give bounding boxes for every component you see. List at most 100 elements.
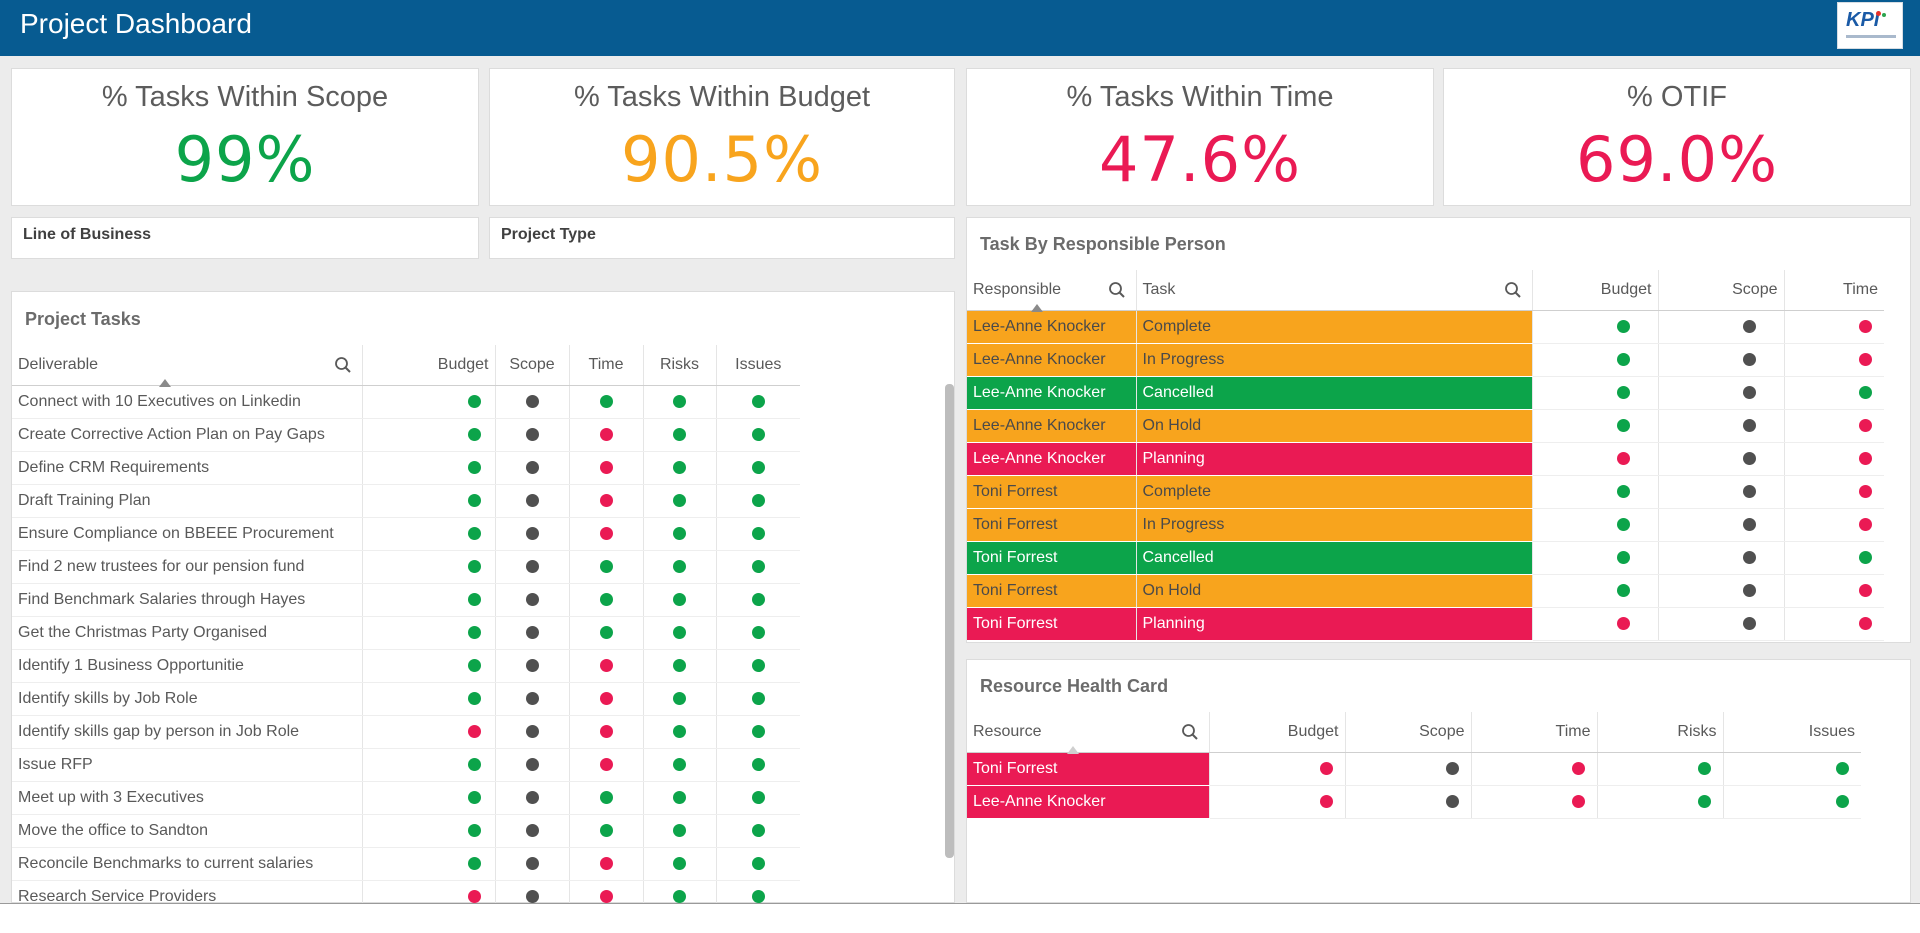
table-row[interactable]: Toni Forrest	[967, 752, 1861, 786]
search-icon[interactable]	[1181, 723, 1199, 741]
responsible-cell[interactable]: Lee-Anne Knocker	[967, 442, 1136, 476]
column-header-responsible[interactable]: Responsible	[967, 270, 1136, 312]
table-row[interactable]: Lee-Anne Knocker In Progress	[967, 343, 1884, 377]
column-header-risks[interactable]: Risks	[1596, 712, 1723, 753]
deliverable-cell[interactable]: Create Corrective Action Plan on Pay Gap…	[12, 418, 362, 452]
responsible-cell[interactable]: Toni Forrest	[967, 574, 1136, 608]
task-status-cell[interactable]: Cancelled	[1135, 376, 1532, 410]
task-status-cell[interactable]: In Progress	[1135, 343, 1532, 377]
table-row[interactable]: Lee-Anne Knocker Complete	[967, 310, 1884, 344]
column-header-scope[interactable]: Scope	[1344, 712, 1471, 753]
table-row[interactable]: Identify 1 Business Opportunitie	[12, 649, 800, 683]
deliverable-cell[interactable]: Get the Christmas Party Organised	[12, 616, 362, 650]
deliverable-cell[interactable]: Identify skills by Job Role	[12, 682, 362, 716]
resource-cell[interactable]: Toni Forrest	[967, 752, 1209, 786]
column-header-task[interactable]: Task	[1135, 270, 1532, 311]
table-row[interactable]: Meet up with 3 Executives	[12, 781, 800, 815]
column-header-issues[interactable]: Issues	[1722, 712, 1861, 753]
kpi-card-time[interactable]: % Tasks Within Time 47.6%	[966, 68, 1434, 206]
deliverable-cell[interactable]: Issue RFP	[12, 748, 362, 782]
column-header-deliverable[interactable]: Deliverable	[12, 345, 362, 387]
table-row[interactable]: Identify skills by Job Role	[12, 682, 800, 716]
table-row[interactable]: Lee-Anne Knocker Cancelled	[967, 376, 1884, 410]
deliverable-cell[interactable]: Reconcile Benchmarks to current salaries	[12, 847, 362, 881]
deliverable-cell[interactable]: Find 2 new trustees for our pension fund	[12, 550, 362, 584]
column-header-time[interactable]: Time	[568, 345, 643, 386]
status-dot-red	[599, 889, 613, 903]
table-row[interactable]: Ensure Compliance on BBEEE Procurement	[12, 517, 800, 551]
responsible-cell[interactable]: Toni Forrest	[967, 475, 1136, 509]
responsible-cell[interactable]: Lee-Anne Knocker	[967, 409, 1136, 443]
column-header-scope[interactable]: Scope	[494, 345, 569, 386]
table-row[interactable]: Lee-Anne Knocker	[967, 785, 1861, 819]
deliverable-cell[interactable]: Move the office to Sandton	[12, 814, 362, 848]
kpi-card-budget[interactable]: % Tasks Within Budget 90.5%	[489, 68, 955, 206]
table-row[interactable]: Connect with 10 Executives on Linkedin	[12, 385, 800, 419]
scrollbar-thumb[interactable]	[945, 384, 954, 858]
table-row[interactable]: Define CRM Requirements	[12, 451, 800, 485]
sort-ascending-icon[interactable]	[1067, 745, 1079, 754]
responsible-cell[interactable]: Lee-Anne Knocker	[967, 376, 1136, 410]
deliverable-cell[interactable]: Meet up with 3 Executives	[12, 781, 362, 815]
column-header-budget[interactable]: Budget	[1531, 270, 1658, 311]
responsible-cell[interactable]: Toni Forrest	[967, 541, 1136, 575]
table-row[interactable]: Toni Forrest In Progress	[967, 508, 1884, 542]
responsible-cell[interactable]: Toni Forrest	[967, 607, 1136, 641]
responsible-cell[interactable]: Lee-Anne Knocker	[967, 310, 1136, 344]
project-tasks-table: Deliverable Budget Scope Time Risks Issu…	[12, 345, 800, 914]
deliverable-cell[interactable]: Connect with 10 Executives on Linkedin	[12, 385, 362, 419]
deliverable-cell[interactable]: Find Benchmark Salaries through Hayes	[12, 583, 362, 617]
sort-ascending-icon[interactable]	[1031, 303, 1043, 312]
task-status-cell[interactable]: On Hold	[1135, 574, 1532, 608]
responsible-cell[interactable]: Toni Forrest	[967, 508, 1136, 542]
column-header-issues[interactable]: Issues	[715, 345, 800, 386]
deliverable-cell[interactable]: Draft Training Plan	[12, 484, 362, 518]
filter-line-of-business[interactable]: Line of Business	[11, 217, 479, 259]
sort-ascending-icon[interactable]	[159, 378, 171, 387]
column-header-risks[interactable]: Risks	[642, 345, 716, 386]
deliverable-cell[interactable]: Ensure Compliance on BBEEE Procurement	[12, 517, 362, 551]
search-icon[interactable]	[334, 356, 352, 374]
kpi-card-scope[interactable]: % Tasks Within Scope 99%	[11, 68, 479, 206]
table-row[interactable]: Reconcile Benchmarks to current salaries	[12, 847, 800, 881]
table-row[interactable]: Lee-Anne Knocker On Hold	[967, 409, 1884, 443]
table-row[interactable]: Find Benchmark Salaries through Hayes	[12, 583, 800, 617]
table-row[interactable]: Lee-Anne Knocker Planning	[967, 442, 1884, 476]
deliverable-cell[interactable]: Define CRM Requirements	[12, 451, 362, 485]
filter-project-type[interactable]: Project Type	[489, 217, 955, 259]
table-row[interactable]: Toni Forrest On Hold	[967, 574, 1884, 608]
table-row[interactable]: Identify skills gap by person in Job Rol…	[12, 715, 800, 749]
task-status-cell[interactable]: In Progress	[1135, 508, 1532, 542]
task-status-cell[interactable]: Cancelled	[1135, 541, 1532, 575]
table-row[interactable]: Create Corrective Action Plan on Pay Gap…	[12, 418, 800, 452]
search-icon[interactable]	[1504, 281, 1522, 299]
resource-cell[interactable]: Lee-Anne Knocker	[967, 785, 1209, 819]
table-row[interactable]: Get the Christmas Party Organised	[12, 616, 800, 650]
table-row[interactable]: Find 2 new trustees for our pension fund	[12, 550, 800, 584]
table-row[interactable]: Toni Forrest Planning	[967, 607, 1884, 641]
project-tasks-scrollbar[interactable]	[945, 384, 954, 904]
task-status-cell[interactable]: Planning	[1135, 442, 1532, 476]
deliverable-cell[interactable]: Identify 1 Business Opportunitie	[12, 649, 362, 683]
table-row[interactable]: Issue RFP	[12, 748, 800, 782]
search-icon[interactable]	[1108, 281, 1126, 299]
task-status-cell[interactable]: Complete	[1135, 475, 1532, 509]
column-header-scope[interactable]: Scope	[1657, 270, 1784, 311]
column-header-time[interactable]: Time	[1470, 712, 1597, 753]
task-status-cell[interactable]: Complete	[1135, 310, 1532, 344]
column-header-time[interactable]: Time	[1783, 270, 1884, 311]
table-row[interactable]: Move the office to Sandton	[12, 814, 800, 848]
deliverable-cell[interactable]: Identify skills gap by person in Job Rol…	[12, 715, 362, 749]
table-row[interactable]: Toni Forrest Complete	[967, 475, 1884, 509]
responsible-cell[interactable]: Lee-Anne Knocker	[967, 343, 1136, 377]
kpi-card-otif[interactable]: % OTIF 69.0%	[1443, 68, 1911, 206]
status-dot-green	[1836, 794, 1849, 808]
table-row[interactable]: Draft Training Plan	[12, 484, 800, 518]
column-header-resource[interactable]: Resource	[967, 712, 1209, 754]
table-row[interactable]: Toni Forrest Cancelled	[967, 541, 1884, 575]
time-status-cell	[568, 847, 643, 881]
column-header-budget[interactable]: Budget	[361, 345, 495, 386]
task-status-cell[interactable]: On Hold	[1135, 409, 1532, 443]
task-status-cell[interactable]: Planning	[1135, 607, 1532, 641]
column-header-budget[interactable]: Budget	[1208, 712, 1345, 753]
